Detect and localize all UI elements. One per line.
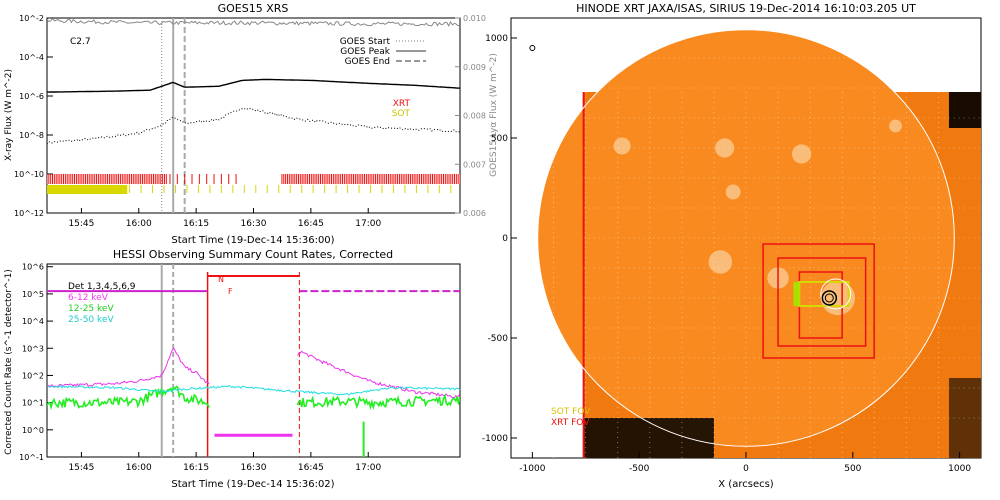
legend-sot-fov: SOT FOV (551, 407, 591, 417)
rate-25-50-line (47, 385, 460, 396)
hessi-y-tick-label: 10^2 (22, 371, 44, 380)
hessi-flag-f: F (228, 287, 233, 296)
goes-xlabel: Start Time (19-Dec-14 15:36:00) (171, 235, 334, 246)
legend-xrt-fov: XRT FOV (551, 418, 590, 428)
hessi-x-tick-label: 16:00 (126, 463, 152, 473)
hessi-y-tick-label: 10^1 (22, 399, 44, 408)
data-gap (583, 418, 714, 458)
active-region (791, 144, 812, 164)
hessi-y-tick-label: 10^-1 (19, 453, 44, 462)
goes-panel: GOES15 XRS 15:45 16:00 16:15 16:30 16:45 17:0… (4, 2, 499, 246)
hessi-x-tick-label: 16:30 (241, 463, 267, 473)
xrt-fov-box (762, 243, 875, 359)
legend-goes-start: GOES Start (340, 37, 391, 47)
xrt-y-tick-label: 1000 (485, 34, 508, 44)
goes-x-tick-label: 17:00 (355, 219, 381, 229)
active-region (708, 250, 733, 274)
xrt-xlabel: X (arcsecs) (718, 479, 774, 490)
legend-25-50: 25-50 keV (68, 315, 114, 325)
xrt-fov-box (777, 257, 867, 347)
xrt-x-tick-label: -500 (629, 464, 650, 474)
legend-goes-peak: GOES Peak (340, 47, 390, 57)
xrt-title: HINODE XRT JAXA/ISAS, SIRIUS 19-Dec-2014… (576, 2, 916, 15)
goes-ticks: 15:45 16:00 16:15 16:30 16:45 17:00 10^-2 10^-4… (14, 14, 486, 229)
sun-ticks: -1000 -500 0 500 1000 1000 500 0 -500 -1000 (482, 34, 972, 474)
xrt-x-tick-label: -1000 (519, 464, 545, 474)
xrt-panel: HINODE XRT JAXA/ISAS, SIRIUS 19-Dec-2014… (482, 2, 982, 490)
legend-12-25: 12-25 keV (68, 304, 114, 314)
hessi-x-tick-label: 16:15 (183, 463, 209, 473)
goes-xrt-label: XRT (393, 99, 411, 109)
goes-y-tick-label: 10^-4 (19, 53, 44, 62)
goes-y-tick-label: 10^-8 (19, 131, 44, 140)
active-region (889, 119, 902, 133)
goes-y2-tick-label: 0.010 (463, 14, 486, 23)
data-gap (948, 92, 981, 128)
goes-y-tick-label: 10^-12 (14, 209, 44, 218)
hessi-x-tick-label: 16:45 (298, 463, 324, 473)
goes-ylabel2: GOES15 Lyα Flux (W m^-2) (489, 53, 499, 177)
goes-ylabel: X-ray Flux (W m^-2) (4, 69, 14, 161)
xrt-x-tick-label: 0 (743, 464, 749, 474)
legend-det: Det 1,3,4,5,6,9 (68, 282, 136, 292)
hessi-panel: HESSI Observing Summary Count Rates, Cor… (4, 248, 461, 490)
hessi-y-tick-label: 10^6 (22, 263, 44, 272)
goes-x-tick-label: 16:30 (241, 219, 267, 229)
goes-x-tick-label: 16:45 (298, 219, 324, 229)
legend-6-12: 6-12 keV (68, 293, 109, 303)
legend-goes-end: GOES End (345, 57, 390, 67)
goes-marks (47, 17, 460, 213)
position-marker (529, 45, 536, 51)
rate-6-12-line (47, 347, 460, 399)
active-region (725, 184, 741, 200)
sun-image (529, 29, 981, 458)
hessi-frame (46, 263, 461, 458)
goes-lya-line (47, 17, 460, 27)
hessi-legend: Det 1,3,4,5,6,9 6-12 keV 12-25 keV 25-50… (68, 282, 136, 325)
goes-y2-tick-label: 0.009 (463, 63, 486, 72)
flare-contour (821, 290, 838, 306)
solar-disk (537, 29, 955, 447)
active-region (613, 137, 631, 155)
hessi-y-tick-label: 10^5 (22, 290, 44, 299)
hessi-xlabel: Start Time (19-Dec-14 15:36:02) (171, 479, 334, 490)
xrt-x-tick-label: 500 (844, 464, 861, 474)
flare-contour (824, 293, 834, 303)
goes-x-tick-label: 15:45 (68, 219, 94, 229)
hessi-marks (47, 264, 460, 457)
goes-x-tick-label: 16:15 (183, 219, 209, 229)
hessi-ylabel: Corrected Count Rate (s^-1 detector^-1) (4, 269, 14, 455)
goes-sot-label: SOT (392, 109, 411, 119)
xrt-y-tick-label: 500 (491, 134, 508, 144)
hessi-flag-n: N (218, 275, 224, 284)
goes-x-tick-label: 16:00 (126, 219, 152, 229)
hessi-y-tick-label: 10^3 (22, 344, 44, 353)
goes-class-label: C2.7 (70, 37, 91, 47)
xrt-y-tick-label: -1000 (482, 434, 508, 444)
xrt-y-tick-label: 0 (502, 234, 508, 244)
goes-y-tick-label: 10^-6 (19, 92, 44, 101)
sot-obs-bar (47, 185, 128, 194)
target-circle (820, 278, 852, 310)
hessi-y-tick-label: 10^0 (22, 426, 44, 435)
goes-y2-tick-label: 0.008 (463, 112, 486, 121)
hessi-title: HESSI Observing Summary Count Rates, Cor… (113, 248, 393, 261)
goes-y-tick-label: 10^-10 (14, 170, 44, 179)
rate-12-25-line (47, 385, 460, 411)
goes-y2-tick-label: 0.007 (463, 160, 486, 169)
hessi-x-tick-label: 17:00 (355, 463, 381, 473)
sot-fov-marker (793, 282, 800, 306)
xrt-x-tick-label: 1000 (948, 464, 971, 474)
goes-long-line (47, 78, 460, 93)
goes-title: GOES15 XRS (218, 2, 289, 15)
hessi-x-tick-label: 15:45 (68, 463, 94, 473)
xrt-y-tick-label: -500 (488, 334, 509, 344)
goes-legend: GOES Start GOES Peak GOES End (340, 37, 426, 67)
goes-y-tick-label: 10^-2 (19, 14, 44, 23)
goes-short-line (47, 107, 460, 145)
goes-y2-tick-label: 0.006 (463, 209, 486, 218)
hessi-y-tick-label: 10^4 (22, 317, 44, 326)
